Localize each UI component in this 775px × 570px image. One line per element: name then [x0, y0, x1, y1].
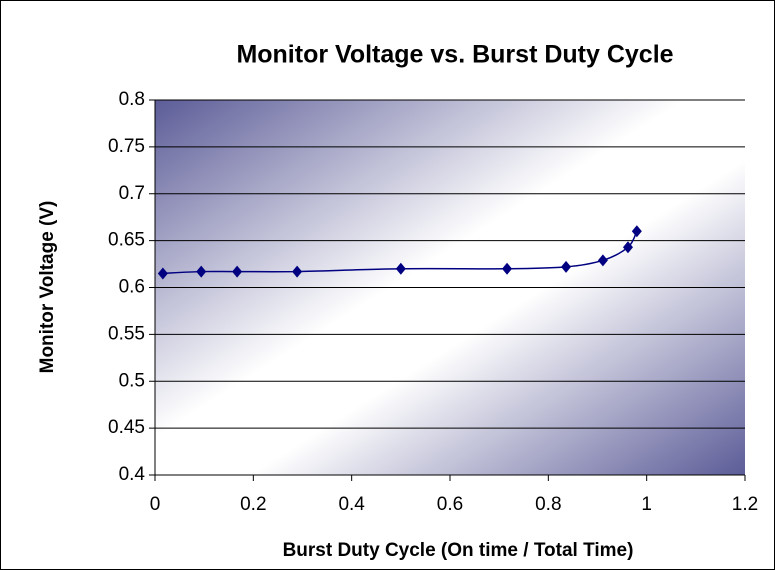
x-tick-label: 0: [150, 494, 161, 515]
y-tick-label: 0.5: [119, 370, 145, 391]
marker: [157, 267, 168, 280]
x-tick-label: 1.2: [732, 494, 758, 515]
x-tick-label: 0.2: [240, 494, 266, 515]
y-tick-label: 0.4: [119, 464, 146, 485]
y-tick-label: 0.7: [119, 183, 145, 204]
marker: [196, 265, 207, 278]
chart-title: Monitor Voltage vs. Burst Duty Cycle: [236, 41, 673, 69]
y-axis-label: Monitor Voltage (V): [37, 201, 58, 374]
y-tick-label: 0.6: [119, 277, 145, 298]
x-axis-label: Burst Duty Cycle (On time / Total Time): [283, 540, 634, 561]
y-tick-label: 0.65: [108, 230, 145, 251]
y-tick-label: 0.45: [108, 417, 145, 438]
marker: [561, 260, 572, 273]
marker: [232, 265, 243, 278]
marker: [631, 225, 642, 238]
x-tick-label: 0.6: [437, 494, 463, 515]
x-tick-label: 0.4: [338, 494, 365, 515]
marker: [292, 265, 303, 278]
marker: [395, 262, 406, 275]
x-tick-label: 1: [641, 494, 652, 515]
y-tick-label: 0.8: [119, 89, 145, 110]
y-tick-label: 0.55: [108, 323, 145, 344]
y-tick-label: 0.75: [108, 136, 145, 157]
marker: [597, 254, 608, 267]
x-tick-label: 0.8: [535, 494, 561, 515]
series-line: [162, 230, 638, 275]
marker: [502, 262, 513, 275]
marker: [622, 241, 633, 254]
